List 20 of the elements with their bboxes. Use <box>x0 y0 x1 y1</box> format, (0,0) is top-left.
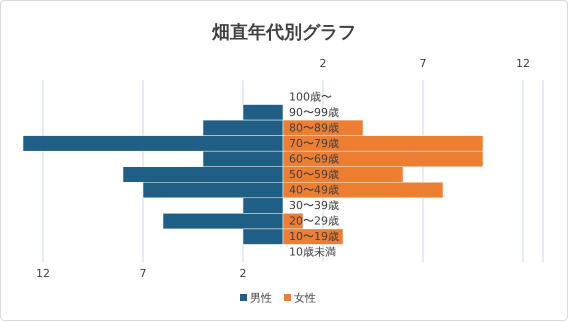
x2-tick-label: 7 <box>420 57 426 70</box>
y-tick-label: 10歳未満 <box>289 246 336 259</box>
y-tick-label: 60〜69歳 <box>289 152 339 166</box>
legend-label: 女性 <box>294 292 316 304</box>
x2-tick-label: 2 <box>320 57 326 70</box>
x-tick-label: 2 <box>240 267 246 280</box>
chart-title: 畑直年代別グラフ <box>211 22 356 43</box>
y-tick-label: 30〜39歳 <box>289 199 339 212</box>
x-tick-label: 12 <box>36 267 50 280</box>
x-tick-label: 7 <box>140 267 146 280</box>
y-tick-label: 70〜79歳 <box>289 136 339 150</box>
y-tick-label: 80〜89歳 <box>289 121 339 134</box>
y-tick-label: 90〜99歳 <box>289 106 339 119</box>
y-tick-label: 100歳〜 <box>289 90 332 104</box>
y-tick-label: 20〜29歳 <box>289 214 339 228</box>
legend-label: 男性 <box>250 292 272 304</box>
y-tick-label: 50〜59歳 <box>289 168 339 181</box>
x2-tick-label: 12 <box>516 57 530 70</box>
y-tick-label: 40〜49歳 <box>289 184 339 197</box>
y-tick-label: 10〜19歳 <box>289 230 339 244</box>
